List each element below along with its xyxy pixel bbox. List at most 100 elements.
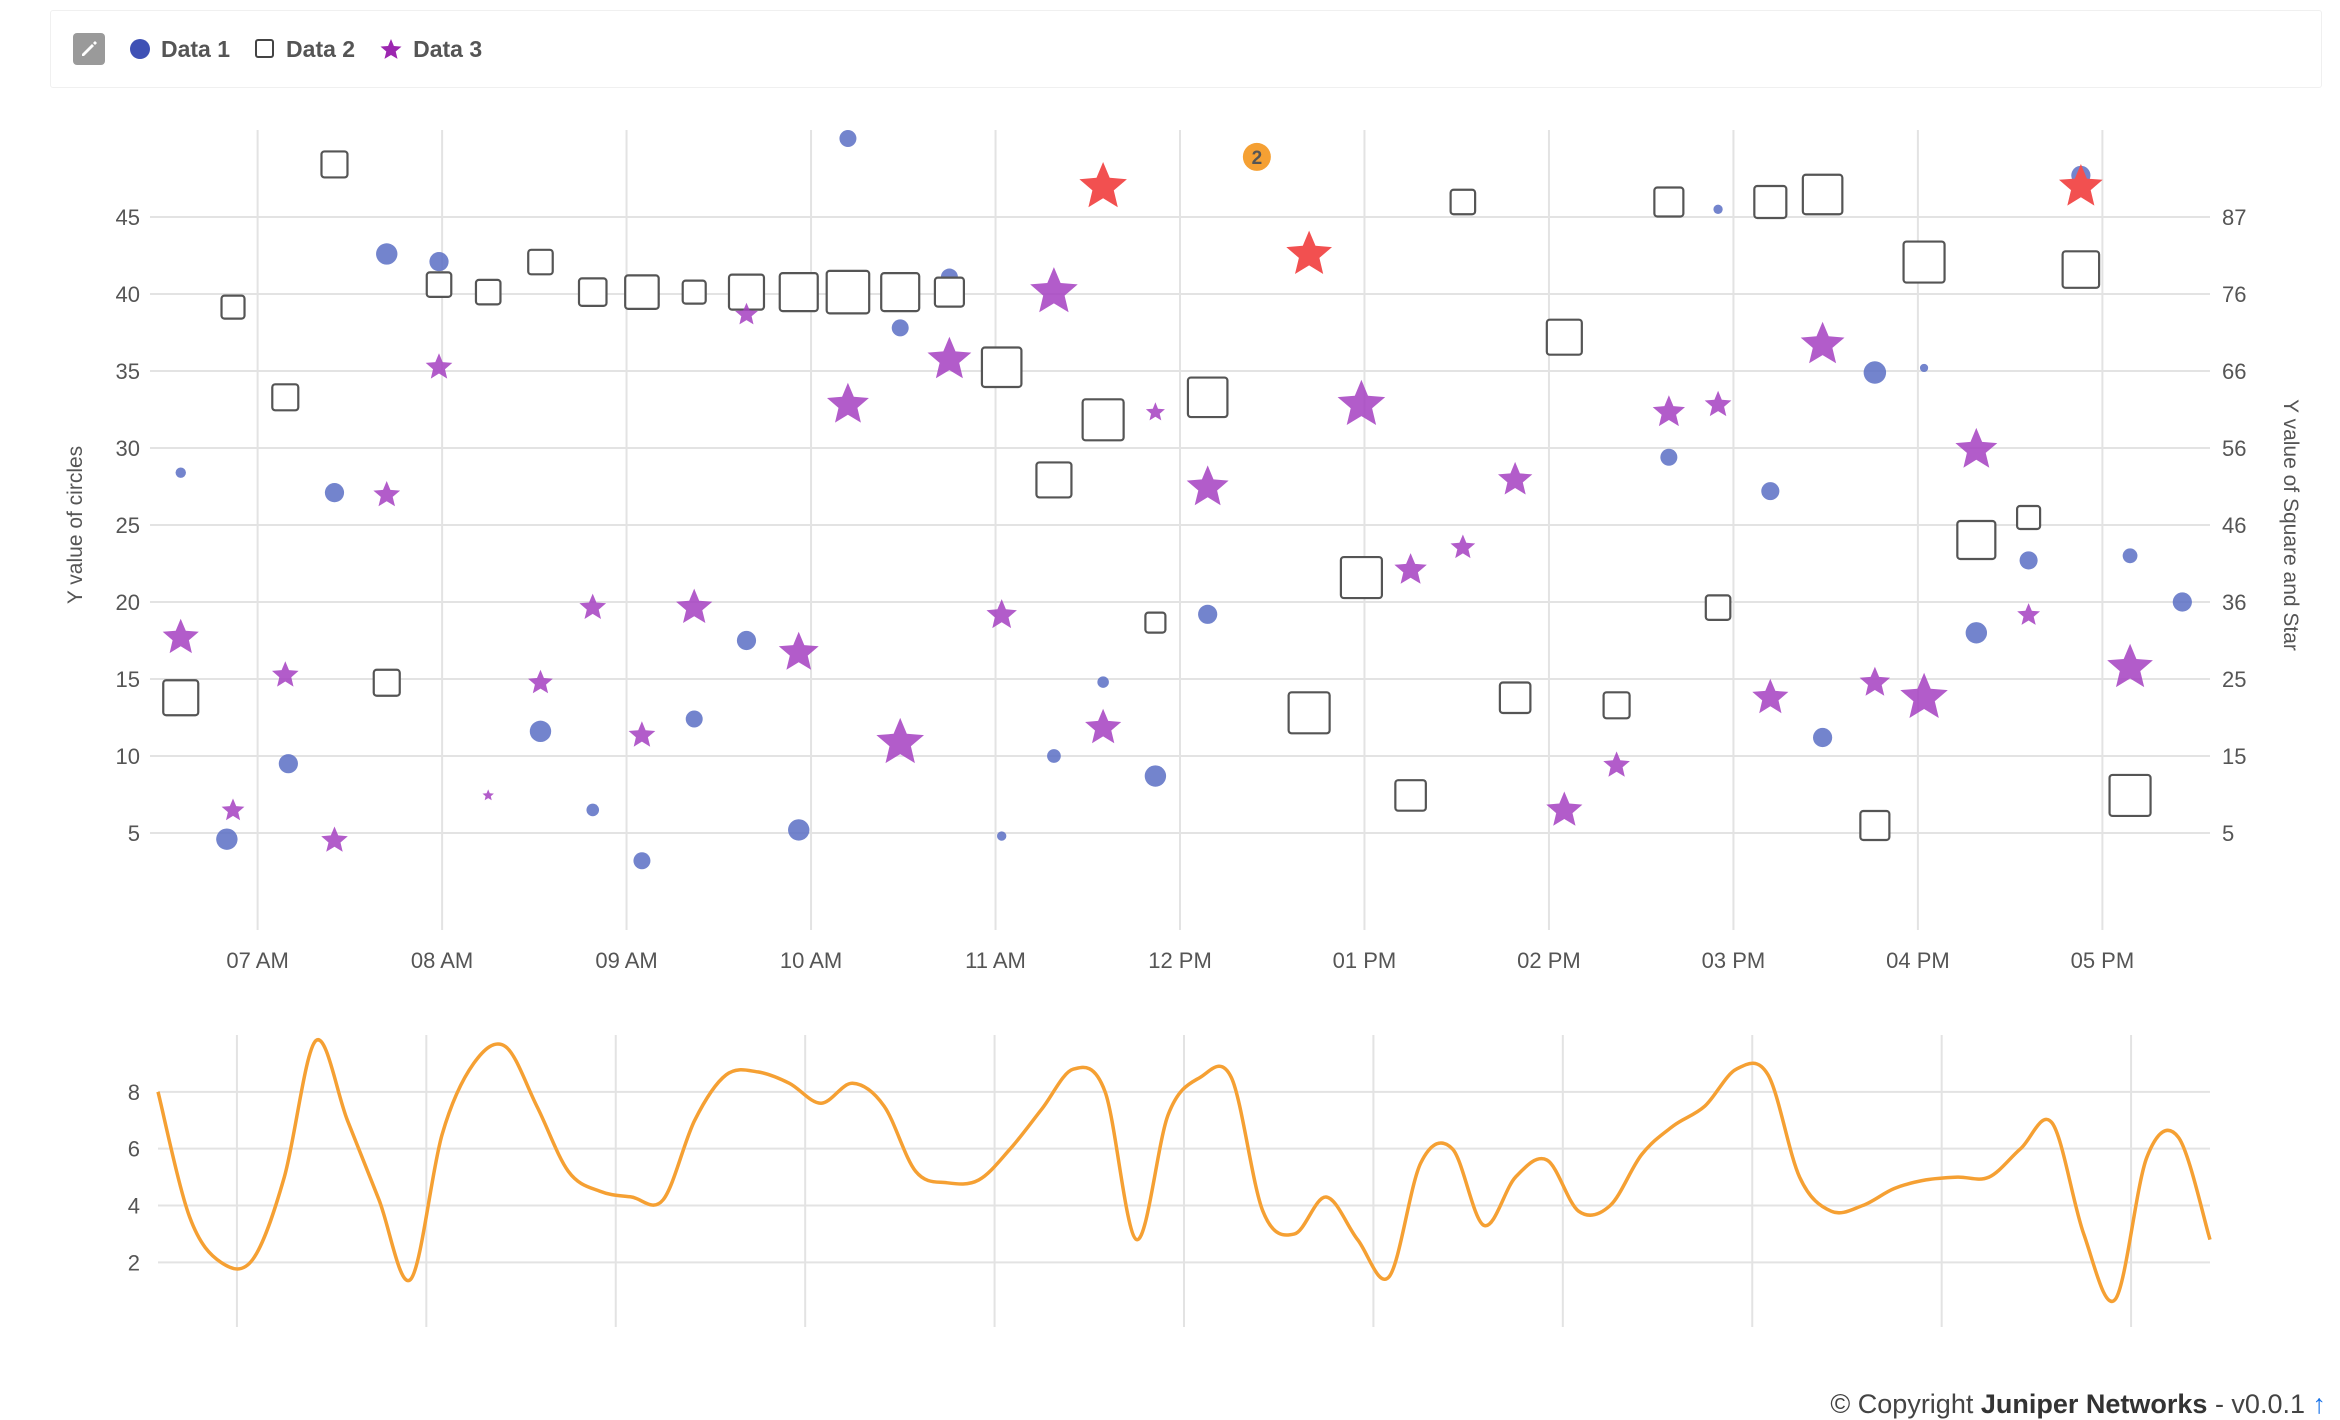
legend-bar: Data 1 Data 2 Data 3 <box>50 10 2322 88</box>
x-tick-label: 12 PM <box>1152 1347 1216 1350</box>
circle-point <box>788 819 810 841</box>
y-tick-label: 2 <box>128 1250 140 1275</box>
y2-tick-label: 5 <box>2222 821 2234 846</box>
star-point <box>827 382 869 423</box>
star-point <box>1450 534 1476 559</box>
star-point <box>986 599 1017 629</box>
circle-point <box>529 720 552 743</box>
star-point <box>2017 603 2040 625</box>
y-tick-label: 40 <box>116 282 140 307</box>
x-tick-label: 01 PM <box>1342 1347 1406 1350</box>
square-point <box>1287 691 1331 735</box>
y-tick-label: 5 <box>128 821 140 846</box>
square-point <box>220 294 246 320</box>
legend-item-data-1[interactable]: Data 1 <box>129 36 230 63</box>
square-point <box>2108 773 2152 818</box>
circle-point <box>1047 749 1061 763</box>
square-point <box>320 150 349 179</box>
y2-axis-title: Y value of Square and Star <box>2279 399 2302 651</box>
cluster-count: 2 <box>1252 148 1263 169</box>
circle-point <box>1198 604 1218 624</box>
square-point <box>425 271 453 298</box>
circle-point <box>1965 622 1988 644</box>
x-tick-label: 11 AM <box>964 1347 1025 1350</box>
circle-point <box>1097 676 1109 688</box>
scatter-chart: 5 10 15 20 25 30 35 40 45 5 15 25 36 46 56 66 76 87 07 AM 0… <box>64 129 2302 973</box>
circle-point <box>1144 765 1167 787</box>
x-tick-label: 08 AM <box>411 948 473 973</box>
square-point <box>1186 376 1229 419</box>
x-tick-label: 09 AM <box>585 1347 647 1350</box>
square-point <box>1653 186 1685 218</box>
star-point <box>528 669 553 694</box>
x-tick-label: 07 AM <box>226 948 288 973</box>
y2-tick-label: 15 <box>2222 744 2246 769</box>
star-point <box>1800 321 1845 364</box>
square-point <box>1753 184 1788 220</box>
square-point <box>1602 691 1631 720</box>
circle-point <box>2172 592 2192 612</box>
legend-label: Data 1 <box>161 35 231 62</box>
square-point <box>271 383 300 412</box>
star-point <box>1085 708 1122 744</box>
star-point <box>676 588 713 623</box>
x-tick-label: 01 PM <box>1333 948 1397 973</box>
company-name[interactable]: Juniper Networks <box>1980 1389 2208 1419</box>
star-point <box>1394 553 1427 584</box>
circle-point <box>278 754 298 774</box>
star-point <box>778 631 819 670</box>
star-point <box>876 717 924 764</box>
star-point <box>1652 395 1685 427</box>
y-tick-label: 15 <box>116 667 140 692</box>
x-tick-label: 03 PM <box>1720 1347 1784 1350</box>
circle-point <box>376 243 398 265</box>
circle-point <box>736 630 757 651</box>
edit-button[interactable] <box>73 33 105 65</box>
star-point <box>425 353 453 379</box>
square-point <box>1081 398 1125 442</box>
square-point <box>2061 250 2101 289</box>
star-point <box>1030 267 1078 313</box>
circle-point <box>1660 448 1678 466</box>
square-point <box>372 668 401 697</box>
pencil-icon <box>82 41 97 56</box>
x-tick-label: 02 PM <box>1517 948 1581 973</box>
square-point <box>1859 809 1891 842</box>
circle-point <box>2019 551 2038 570</box>
circle-point <box>1713 204 1723 214</box>
star-point <box>628 721 656 747</box>
star-point <box>1603 751 1630 777</box>
star-icon <box>379 37 403 61</box>
x-tick-label: 05 PM <box>2071 948 2135 973</box>
scroll-top-icon[interactable]: ↑ <box>2312 1389 2327 1419</box>
y-tick-label: 4 <box>128 1194 140 1219</box>
star-point <box>927 336 972 379</box>
circle-point <box>997 831 1007 841</box>
square-point <box>2015 504 2042 531</box>
y-tick-label: 6 <box>128 1137 140 1162</box>
square-point <box>1902 240 1946 284</box>
line-chart: 2 4 6 8 07 AM 08 AM 09 AM 10 AM 11 AM 12 PM 01 PM 0… <box>128 1035 2212 1350</box>
circle-point <box>216 828 238 850</box>
circle-point <box>891 319 909 337</box>
square-point <box>1498 681 1532 715</box>
legend-item-data-3[interactable]: Data 3 <box>379 36 482 63</box>
star-point <box>272 661 299 687</box>
star-point <box>1337 379 1386 425</box>
square-point <box>624 274 660 310</box>
y-tick-label: 8 <box>128 1080 140 1105</box>
square-point <box>1035 461 1073 499</box>
circle-point <box>633 852 651 870</box>
y2-tick-label: 87 <box>2222 205 2246 230</box>
square-point <box>1801 173 1844 216</box>
legend-item-data-2[interactable]: Data 2 <box>254 36 355 63</box>
y-axis-title: Y value of circles <box>64 446 87 604</box>
x-tick-label: 09 AM <box>595 948 657 973</box>
y-tick-label: 35 <box>116 359 140 384</box>
star-point <box>1704 390 1732 417</box>
x-tick-label: 03 PM <box>1702 948 1766 973</box>
square-point <box>1144 611 1167 634</box>
x-tick-label: 04 PM <box>1910 1347 1974 1350</box>
x-tick-label: 04 PM <box>1886 948 1950 973</box>
circle-point <box>175 467 186 478</box>
